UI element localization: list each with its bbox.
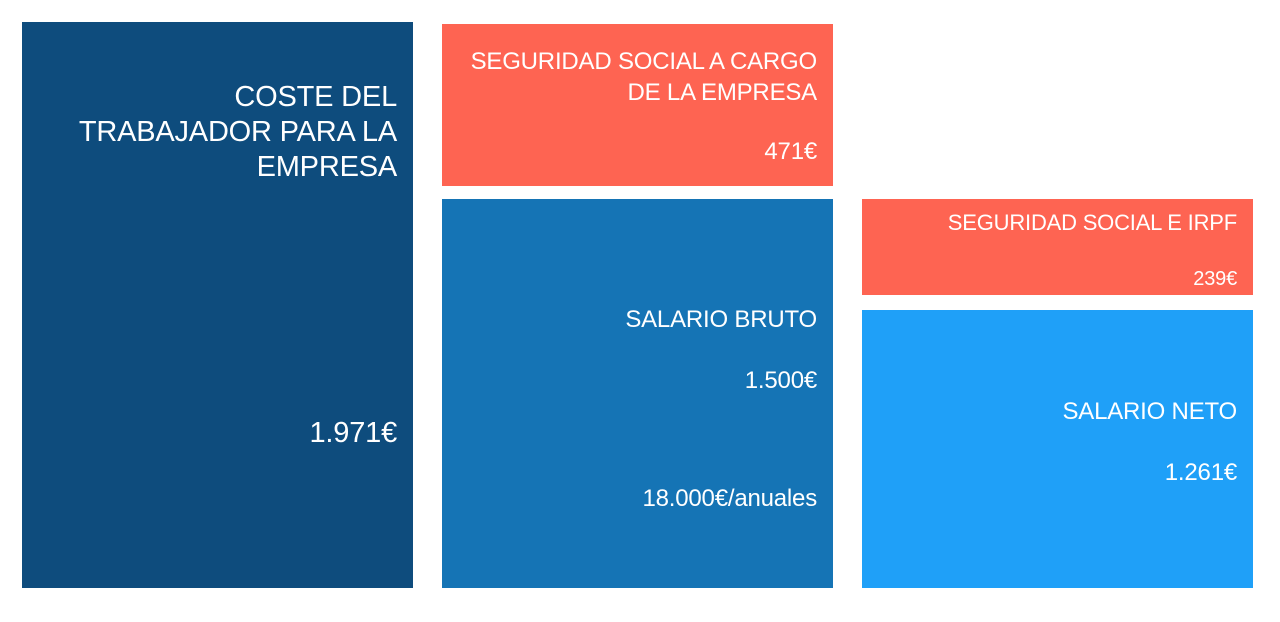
net-salary-title: SALARIO NETO (1062, 398, 1237, 425)
employee-deductions-block: SEGURIDAD SOCIAL E IRPF 239€ (862, 199, 1253, 295)
gross-salary-value: 1.500€ (744, 367, 817, 394)
net-salary-value: 1.261€ (1164, 459, 1237, 486)
employee-deductions-title: SEGURIDAD SOCIAL E IRPF (947, 210, 1237, 235)
employer-social-security-block: SEGURIDAD SOCIAL A CARGO DE LA EMPRESA 4… (442, 24, 833, 186)
employer-social-security-title: SEGURIDAD SOCIAL A CARGO DE LA EMPRESA (470, 48, 818, 106)
employee-deductions-value: 239€ (1193, 268, 1237, 290)
gross-salary-title: SALARIO BRUTO (625, 306, 817, 333)
employer-social-security-value: 471€ (764, 138, 817, 165)
worker-cost-title: COSTE DEL TRABAJADOR PARA LA EMPRESA (78, 81, 397, 183)
gross-salary-annual: 18.000€/anuales (642, 485, 818, 512)
worker-cost-block: COSTE DEL TRABAJADOR PARA LA EMPRESA 1.9… (22, 22, 413, 588)
worker-cost-value: 1.971€ (309, 417, 398, 449)
gross-salary-block: SALARIO BRUTO 1.500€ 18.000€/anuales (442, 199, 833, 588)
net-salary-block: SALARIO NETO 1.261€ (862, 310, 1253, 588)
